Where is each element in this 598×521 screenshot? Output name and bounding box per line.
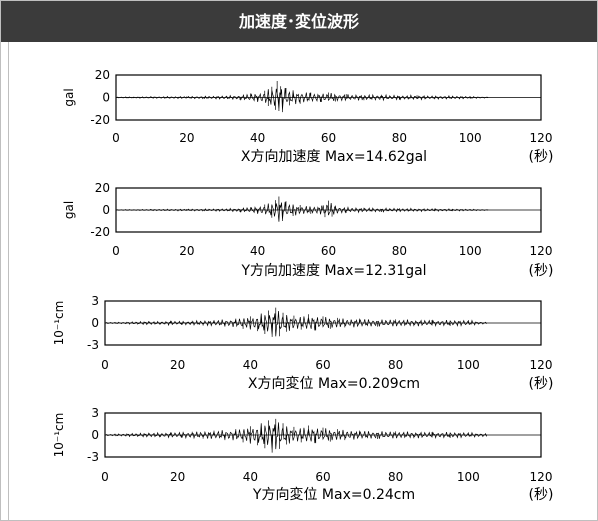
x-tick-label-3-7: 120 bbox=[530, 358, 553, 372]
y-axis-label-1: gal bbox=[62, 88, 76, 106]
y-tick-label-4-2: 0 bbox=[91, 428, 99, 442]
x-tick-label-2-6: 100 bbox=[459, 244, 482, 258]
x-tick-label-2-3: 40 bbox=[250, 244, 265, 258]
y-tick-label-2-1: 20 bbox=[95, 181, 110, 195]
x-tick-label-1-7: 120 bbox=[530, 131, 553, 145]
y-tick-label-3-1: 3 bbox=[91, 294, 99, 308]
x-tick-label-3-4: 60 bbox=[315, 358, 330, 372]
x-tick-label-1-1: 0 bbox=[112, 131, 120, 145]
x-tick-label-1-2: 20 bbox=[179, 131, 194, 145]
x-tick-label-4-6: 100 bbox=[457, 470, 480, 484]
waveform-trace-2 bbox=[115, 196, 489, 222]
x-tick-label-1-3: 40 bbox=[250, 131, 265, 145]
waveform-trace-3 bbox=[104, 307, 487, 337]
x-tick-label-1-4: 60 bbox=[321, 131, 336, 145]
waveform-trace-1 bbox=[115, 81, 489, 113]
y-axis-label-3: 10⁻¹cm bbox=[52, 301, 66, 346]
y-tick-label-1-2: 0 bbox=[102, 91, 110, 105]
panel-header: 加速度･変位波形 bbox=[1, 1, 597, 42]
y-tick-label-4-3: -3 bbox=[87, 450, 99, 464]
x-tick-label-3-1: 0 bbox=[101, 358, 109, 372]
x-tick-label-2-5: 80 bbox=[392, 244, 407, 258]
x-tick-label-1-5: 80 bbox=[392, 131, 407, 145]
x-tick-label-4-7: 120 bbox=[530, 470, 553, 484]
x-tick-label-2-2: 20 bbox=[179, 244, 194, 258]
x-tick-label-3-6: 100 bbox=[457, 358, 480, 372]
x-tick-label-2-7: 120 bbox=[530, 244, 553, 258]
y-tick-label-2-3: -20 bbox=[90, 225, 110, 239]
y-tick-label-3-2: 0 bbox=[91, 316, 99, 330]
x-tick-label-2-4: 60 bbox=[321, 244, 336, 258]
x-unit-label-2: (秒) bbox=[529, 263, 554, 279]
x-unit-label-4: (秒) bbox=[529, 487, 554, 503]
x-tick-label-3-5: 80 bbox=[388, 358, 403, 372]
y-axis-label-2: gal bbox=[62, 201, 76, 219]
x-tick-label-2-1: 0 bbox=[112, 244, 120, 258]
chart-title-3: X方向変位 Max=0.209cm bbox=[248, 375, 420, 392]
x-unit-label-3: (秒) bbox=[529, 376, 554, 392]
panel-left-border bbox=[8, 42, 9, 520]
chart-title-1: X方向加速度 Max=14.62gal bbox=[241, 149, 427, 165]
chart-title-2: Y方向加速度 Max=12.31gal bbox=[240, 263, 426, 279]
y-axis-label-4: 10⁻¹cm bbox=[52, 413, 66, 458]
x-tick-label-4-4: 60 bbox=[315, 470, 330, 484]
y-tick-label-4-1: 3 bbox=[91, 406, 99, 420]
x-tick-label-3-2: 20 bbox=[170, 358, 185, 372]
y-tick-label-3-3: -3 bbox=[87, 338, 99, 352]
x-tick-label-4-5: 80 bbox=[388, 470, 403, 484]
waveform-trace-4 bbox=[104, 418, 487, 453]
x-tick-label-3-3: 40 bbox=[243, 358, 258, 372]
x-unit-label-1: (秒) bbox=[529, 149, 554, 165]
x-tick-label-4-1: 0 bbox=[101, 470, 109, 484]
x-tick-label-1-6: 100 bbox=[459, 131, 482, 145]
y-tick-label-1-3: -20 bbox=[90, 113, 110, 127]
chart-title-4: Y方向変位 Max=0.24cm bbox=[252, 486, 415, 503]
panel-title: 加速度･変位波形 bbox=[238, 12, 359, 31]
y-tick-label-2-2: 0 bbox=[102, 203, 110, 217]
x-tick-label-4-3: 40 bbox=[243, 470, 258, 484]
y-tick-label-1-1: 20 bbox=[95, 68, 110, 82]
x-tick-label-4-2: 20 bbox=[170, 470, 185, 484]
